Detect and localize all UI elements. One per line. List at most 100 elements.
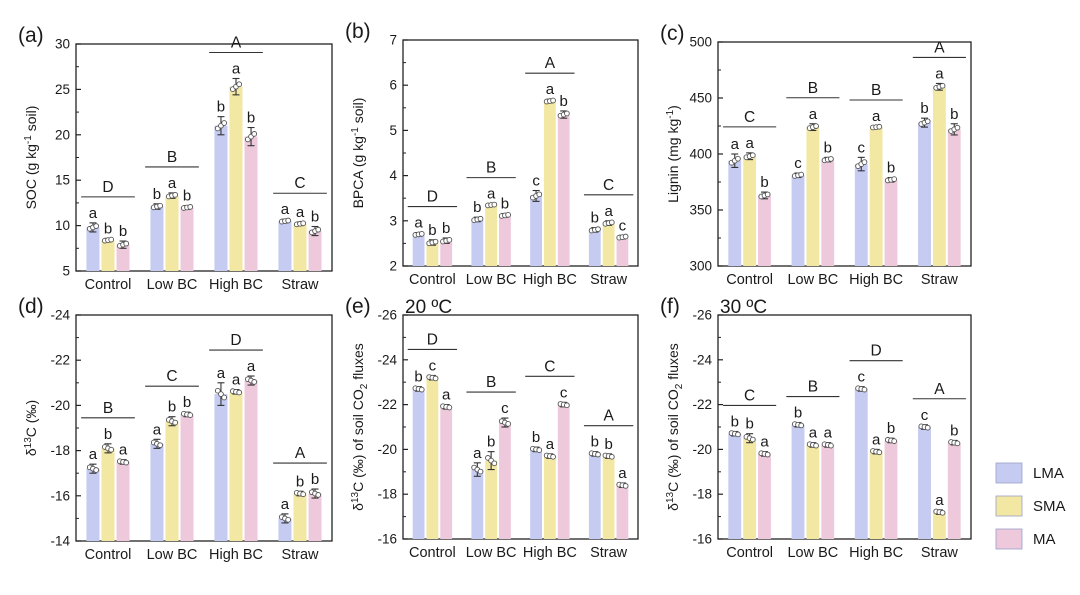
bar-ma [244,136,258,271]
data-point [108,446,115,453]
data-point [418,230,425,237]
data-point [564,110,570,117]
sig-letter: b [950,106,958,123]
bar-sma [806,127,820,267]
data-point [735,431,741,438]
bar-lma [854,164,868,266]
y-tick-label: -18 [377,487,397,502]
y-tick-label: -22 [377,397,397,412]
panel-f: -16 -18 -20 -22 -24 -26 δ13C (‰) of soil CO2 f… [660,295,972,561]
group-sig-letter: D [102,179,113,196]
data-point [764,451,771,458]
data-point [939,509,946,516]
y-axis-label: δ13C (‰) of soil CO2 fluxes [350,343,370,511]
data-point [187,204,194,210]
bar-lma [471,219,484,266]
y-axis-label: BPCA (g kg-1 soil) [350,98,366,209]
sig-letter: a [232,61,241,78]
y-tick-label: 7 [389,33,397,48]
bar-lma [728,160,742,266]
bar-sma [602,223,615,266]
x-category-label: Low BC [787,272,838,288]
bar-sma [932,512,946,539]
panel-label: (b) [345,20,371,43]
data-point [954,440,961,447]
sig-letter: b [311,209,319,226]
data-point [798,422,805,429]
y-tick-label: -24 [692,352,712,367]
group-sig-letter: C [544,358,555,375]
sig-letter: a [618,465,627,482]
y-tick-label: -18 [692,487,712,502]
sig-letter: a [281,496,290,513]
y-axis-label: SOC (g kg-1 soil) [23,106,39,210]
sig-letter: c [429,357,437,374]
x-category-label: High BC [523,545,577,561]
data-point [491,460,498,467]
bar-lma [86,468,100,541]
y-tick-label: 5 [389,123,397,138]
bar-ma [499,422,511,539]
bar-ma [557,114,570,266]
sig-letter: a [872,431,881,448]
x-category-label: Control [85,547,132,563]
sig-letter: b [442,220,450,237]
y-axis-label: δ13C (‰) [23,400,39,456]
bar-ma [821,444,835,539]
sig-letter: b [247,110,255,127]
data-point [123,459,130,466]
sig-letter: c [858,369,866,386]
y-tick-label: 20 [55,127,70,142]
data-point [218,391,224,397]
bar-sma [101,448,115,541]
data-point [813,123,819,129]
data-point [251,131,258,137]
sig-letter: b [824,139,832,156]
x-category-label: Straw [281,277,319,293]
sig-letter: b [153,186,161,203]
bar-ma [308,231,322,271]
group-sig-letter: B [167,149,177,166]
x-category-label: High BC [523,272,577,288]
bar-sma [602,456,615,539]
sig-letter: b [745,416,753,433]
bar-sma [932,86,946,266]
data-point [876,123,883,130]
data-point [924,118,931,125]
legend-swatch-sma [995,495,1023,517]
sig-letter: b [296,473,304,490]
sig-letter: a [546,436,555,453]
sig-letter: a [217,365,226,382]
bar-ma [758,453,771,539]
bar-lma [530,449,542,539]
sig-letter: a [824,425,833,442]
bar-lma [728,433,742,539]
sig-letter: a [232,372,241,389]
sig-letter: a [153,421,162,438]
bar-lma [278,518,292,541]
data-point [432,238,439,245]
y-tick-label: -20 [692,442,712,457]
bar-ma [947,442,961,539]
sig-letter: a [247,358,256,375]
bar-sma [229,391,243,541]
y-tick-label: 10 [55,218,70,233]
x-category-label: Straw [281,547,319,563]
sig-letter: a [89,446,98,463]
data-point [108,236,115,243]
group-sig-letter: B [486,374,496,391]
sig-letter: b [414,369,422,386]
bar-ma [499,215,511,266]
data-point [595,226,601,233]
panel-label: (e) [345,295,371,318]
bar-ma [116,461,130,541]
sig-letter: c [560,384,568,401]
sig-letter: c [501,400,509,417]
bar-sma [229,86,243,272]
bar-ma [616,237,629,266]
data-point [221,394,228,401]
sig-letter: b [920,100,928,117]
sig-letter: b [311,471,319,488]
bar-lma [412,234,425,266]
